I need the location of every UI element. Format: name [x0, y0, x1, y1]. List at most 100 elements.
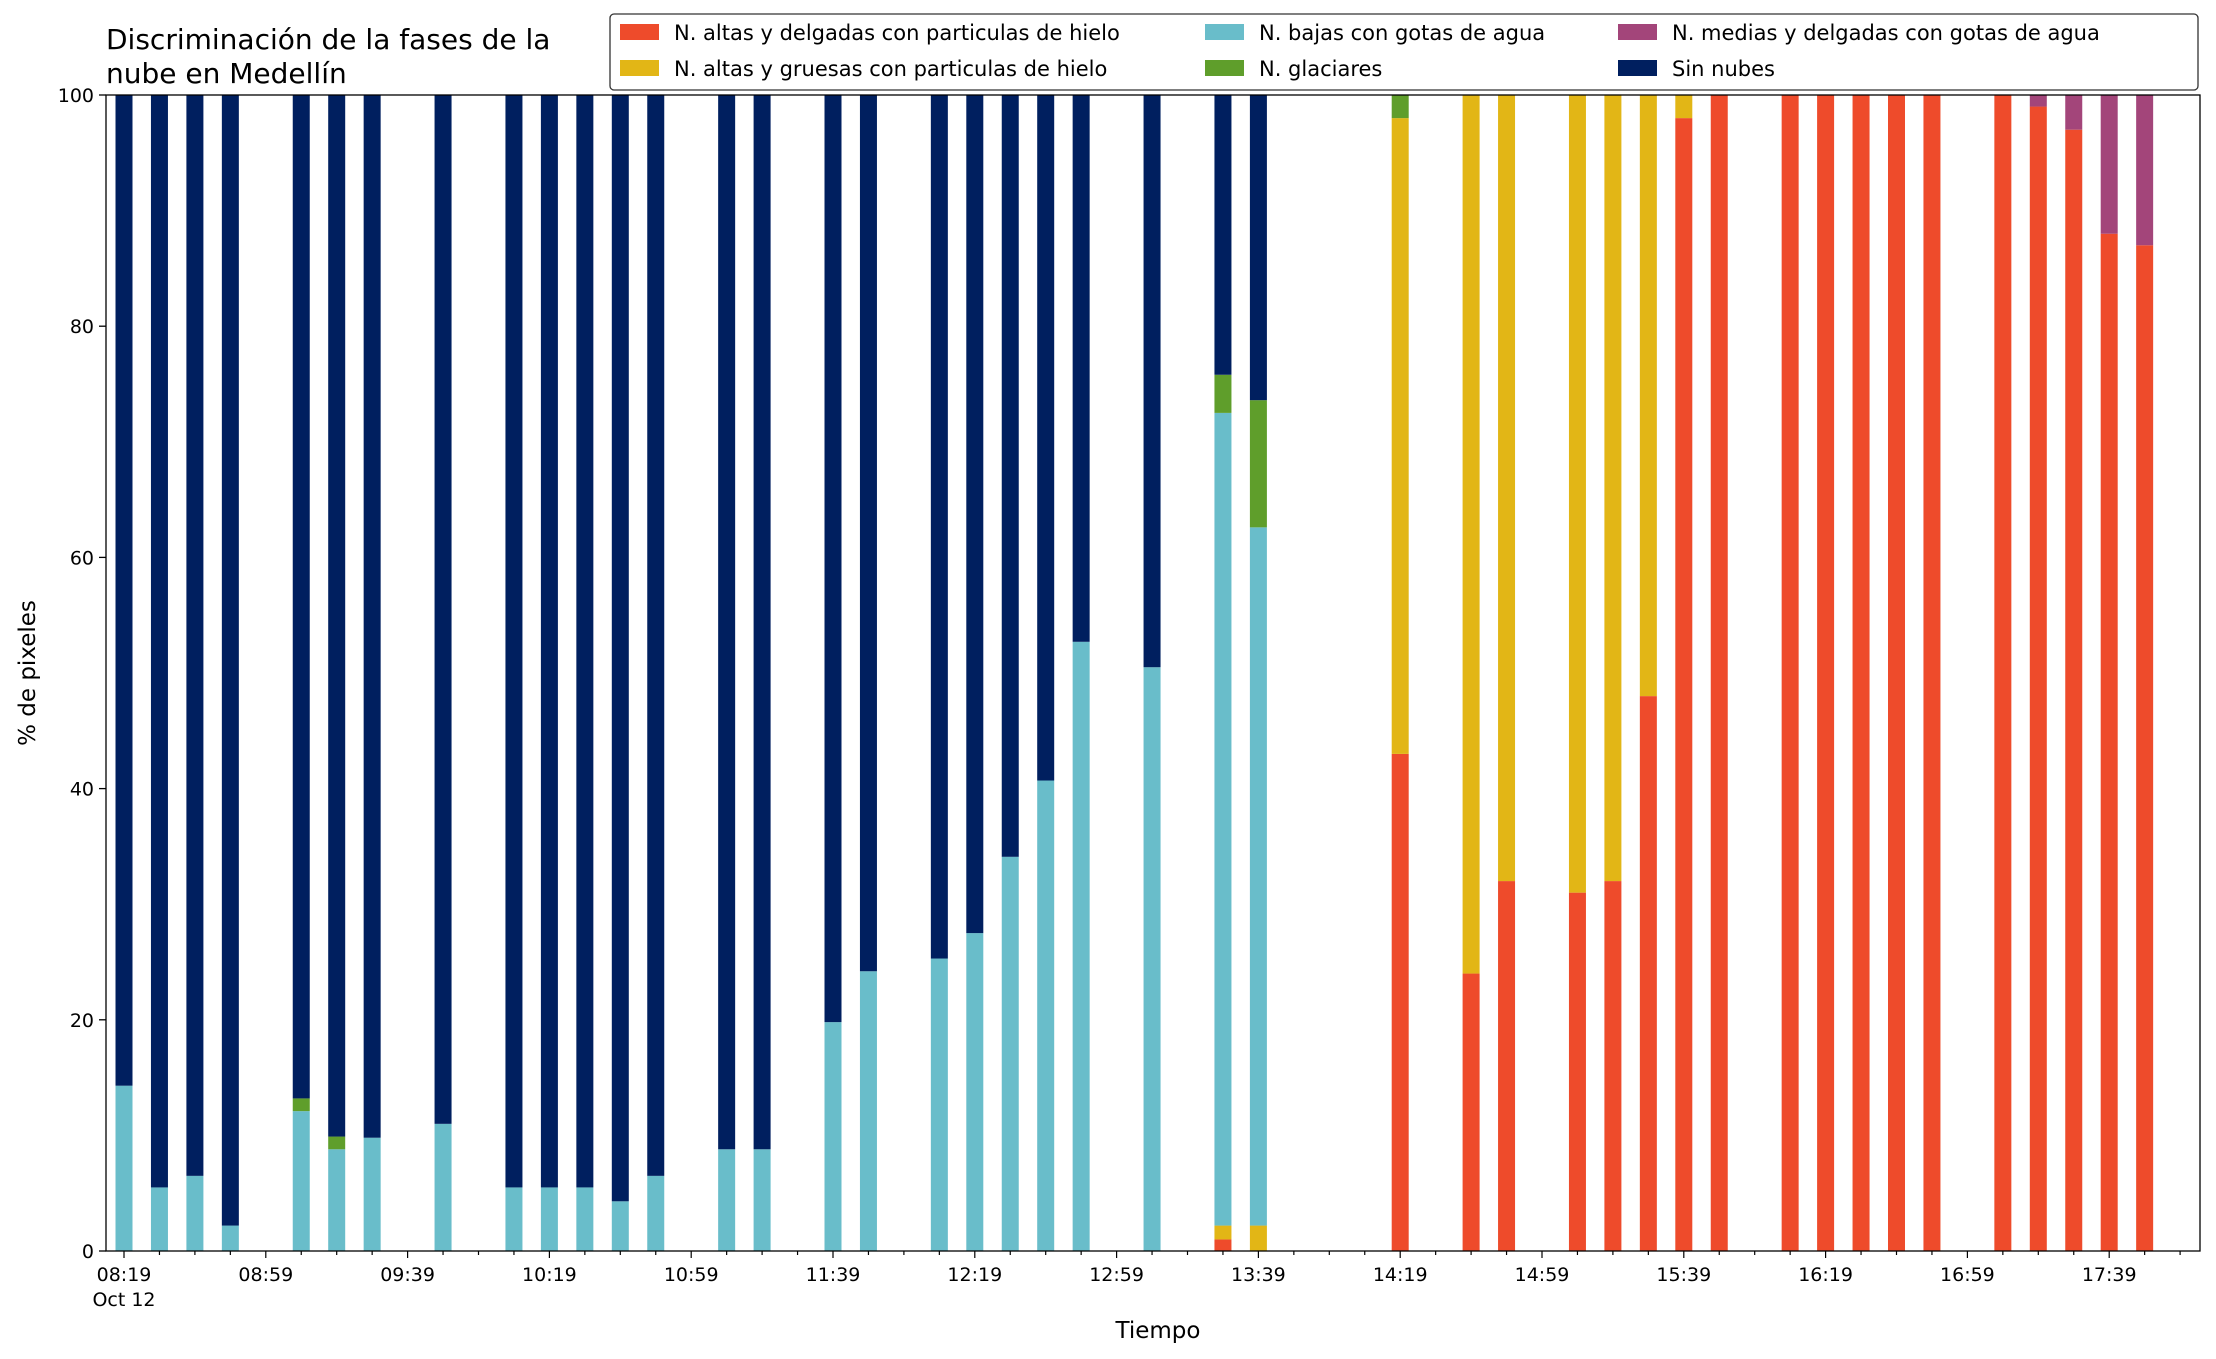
x-tick-label: 14:19 — [1373, 1264, 1428, 1286]
x-tick-label: 08:19 — [97, 1264, 152, 1286]
bar-segment — [2029, 95, 2047, 107]
bar-segment — [2100, 95, 2118, 234]
bar-segment — [1568, 95, 1586, 893]
y-tick-label: 40 — [70, 779, 94, 801]
x-tick-label: 10:59 — [664, 1264, 719, 1286]
bar-segment — [363, 1137, 381, 1251]
bar-segment — [753, 1149, 771, 1251]
x-tick-label: 11:39 — [806, 1264, 861, 1286]
x-tick-label: 13:39 — [1231, 1264, 1286, 1286]
bar-segment — [363, 95, 381, 1138]
bar-segment — [186, 95, 204, 1176]
bar-segment — [1710, 95, 1728, 1251]
bar-segment — [824, 95, 842, 1023]
bar-segment — [718, 95, 736, 1150]
x-tick-label: 10:19 — [522, 1264, 577, 1286]
bar-segment — [221, 1225, 239, 1251]
bar-segment — [1817, 95, 1835, 1251]
bar-segment — [1249, 400, 1267, 528]
x-tick-sublabel: Oct 12 — [92, 1289, 155, 1311]
legend-entry: N. altas y gruesas con particulas de hie… — [620, 57, 1107, 81]
legend-swatch — [1618, 24, 1657, 40]
bar-segment — [647, 1175, 665, 1251]
bar-segment — [1639, 95, 1657, 697]
y-tick-label: 80 — [70, 316, 94, 338]
bar-segment — [1249, 95, 1267, 401]
bar-segment — [1604, 95, 1622, 882]
bar-segment — [505, 95, 523, 1188]
bar-segment — [1994, 95, 2012, 1251]
bar-segment — [1675, 95, 1693, 119]
x-tick-label: 12:59 — [1089, 1264, 1144, 1286]
bar-segment — [150, 95, 168, 1188]
bar-segment — [115, 1085, 133, 1251]
bar-segment — [1568, 892, 1586, 1251]
bar-segment — [2136, 245, 2154, 1251]
bar-segment — [115, 95, 133, 1086]
bar-segment — [1604, 881, 1622, 1251]
bar-segment — [1462, 95, 1480, 974]
legend-label: N. altas y delgadas con particulas de hi… — [674, 21, 1120, 45]
bar-segment — [1143, 95, 1161, 668]
bar-segment — [966, 95, 984, 934]
y-axis-label: % de pixeles — [15, 600, 41, 746]
bars-layer — [115, 95, 2154, 1252]
bar-segment — [1498, 95, 1516, 882]
legend-swatch — [1205, 60, 1244, 76]
bar-segment — [434, 95, 452, 1124]
legend-entry: N. medias y delgadas con gotas de agua — [1618, 21, 2100, 45]
bar-segment — [647, 95, 665, 1176]
bar-segment — [576, 95, 594, 1188]
bar-segment — [328, 95, 346, 1137]
legend-label: N. glaciares — [1259, 57, 1382, 81]
plot-frame — [105, 94, 2201, 1252]
bar-segment — [859, 95, 877, 972]
x-tick-label: 14:59 — [1515, 1264, 1570, 1286]
bar-segment — [1001, 95, 1019, 857]
bar-segment — [1072, 641, 1090, 1251]
bar-segment — [540, 1187, 558, 1251]
legend-swatch — [620, 24, 659, 40]
legend-label: N. medias y delgadas con gotas de agua — [1672, 21, 2100, 45]
legend-frame — [609, 13, 2199, 91]
bar-segment — [505, 1187, 523, 1251]
x-tick-label: 08:59 — [238, 1264, 293, 1286]
bar-segment — [753, 95, 771, 1150]
bar-segment — [1072, 95, 1090, 642]
bar-segment — [1214, 1239, 1232, 1251]
bar-segment — [1639, 696, 1657, 1251]
bar-segment — [1037, 95, 1055, 781]
bar-segment — [1391, 753, 1409, 1251]
chart-title-line: nube en Medellín — [106, 57, 347, 90]
bar-segment — [1462, 973, 1480, 1251]
bar-segment — [1675, 118, 1693, 1252]
y-tick-label: 20 — [70, 1010, 94, 1032]
bar-segment — [859, 971, 877, 1251]
bar-segment — [2136, 95, 2154, 246]
bar-segment — [434, 1123, 452, 1251]
legend-swatch — [620, 60, 659, 76]
legend-swatch — [1205, 24, 1244, 40]
bar-segment — [930, 95, 948, 959]
bar-segment — [611, 95, 629, 1202]
legend-entry: N. bajas con gotas de agua — [1205, 21, 1545, 45]
chart-title-line: Discriminación de la fases de la — [106, 23, 550, 56]
bar-segment — [718, 1149, 736, 1251]
bar-segment — [2065, 129, 2083, 1252]
axes-layer: 0 20 40 60 80 100 08:19 08:59 09:39 10:19 10:59 11:… — [15, 85, 2201, 1344]
bar-segment — [930, 958, 948, 1251]
legend-entry: N. glaciares — [1205, 57, 1382, 81]
bar-segment — [611, 1201, 629, 1251]
bar-segment — [292, 1098, 310, 1112]
bar-segment — [1391, 95, 1409, 119]
bar-segment — [966, 933, 984, 1251]
bar-segment — [150, 1187, 168, 1251]
x-tick-label: 15:39 — [1656, 1264, 1711, 1286]
bar-segment — [186, 1175, 204, 1251]
x-tick-label: 16:59 — [1940, 1264, 1995, 1286]
bar-segment — [1143, 667, 1161, 1251]
bar-segment — [221, 95, 239, 1226]
bar-segment — [1214, 412, 1232, 1226]
